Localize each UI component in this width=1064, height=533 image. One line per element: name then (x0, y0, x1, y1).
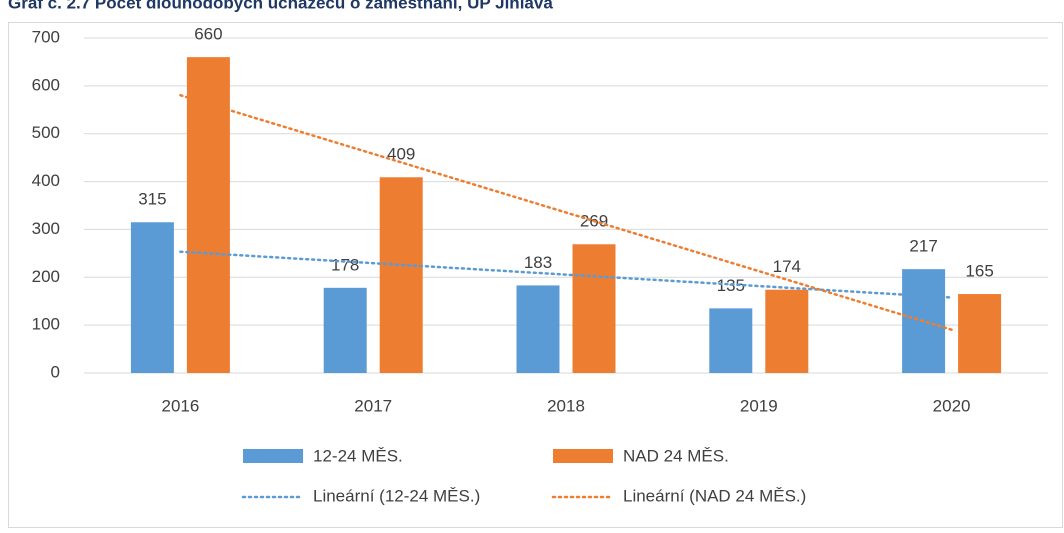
chart-frame (8, 22, 1063, 528)
bar (709, 308, 753, 373)
data-label: 165 (965, 262, 993, 281)
bar (323, 287, 367, 373)
x-tick-label: 2020 (933, 396, 971, 415)
legend-label: Lineární (NAD 24 MĚS.) (623, 486, 806, 505)
y-tick-label: 200 (32, 267, 60, 286)
bar (958, 294, 1002, 373)
legend-swatch (243, 449, 303, 463)
legend-label: NAD 24 MĚS. (623, 446, 729, 465)
bar (572, 244, 616, 373)
bar (186, 57, 230, 374)
x-tick-label: 2018 (547, 396, 585, 415)
data-label: 315 (138, 190, 166, 209)
bar (516, 285, 560, 373)
y-tick-label: 700 (32, 27, 60, 46)
y-tick-label: 400 (32, 171, 60, 190)
y-tick-label: 100 (32, 315, 60, 334)
data-label: 409 (387, 145, 415, 164)
legend-label: 12-24 MĚS. (313, 446, 403, 465)
data-label: 660 (194, 25, 222, 44)
y-tick-label: 300 (32, 219, 60, 238)
bar (379, 177, 423, 373)
bar (130, 222, 174, 373)
data-label: 183 (524, 253, 552, 272)
x-tick-label: 2019 (740, 396, 778, 415)
data-label: 217 (909, 237, 937, 256)
legend-swatch (553, 449, 613, 463)
y-tick-label: 0 (51, 362, 60, 381)
chart-title: Graf č. 2.7 Počet dlouhodobých uchazečů … (8, 0, 553, 12)
legend-label: Lineární (12-24 MĚS.) (313, 486, 480, 505)
bar (765, 289, 809, 373)
data-label: 178 (331, 255, 359, 274)
x-tick-label: 2017 (354, 396, 392, 415)
y-tick-label: 600 (32, 75, 60, 94)
x-tick-label: 2016 (161, 396, 199, 415)
data-label: 174 (773, 257, 801, 276)
trendline (179, 93, 953, 331)
y-tick-label: 500 (32, 123, 60, 142)
